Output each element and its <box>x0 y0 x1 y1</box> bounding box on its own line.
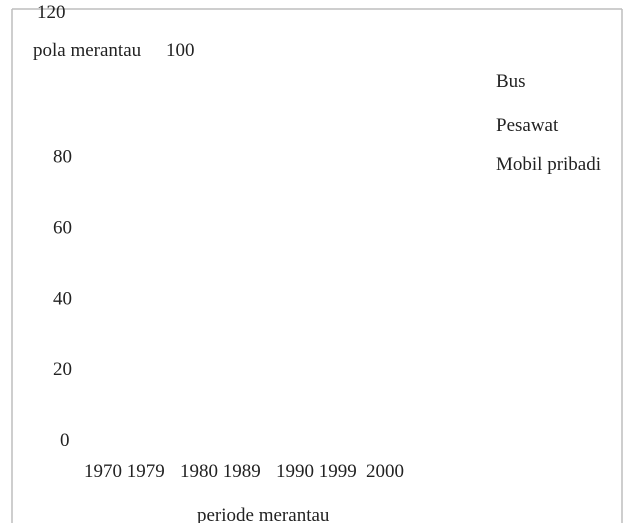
legend-item-pesawat: Pesawat <box>496 115 559 136</box>
x-tick-labels: 1970 1979 1980 1989 1990 1999 2000 <box>84 461 404 482</box>
x-tick-label: 2000 <box>366 461 404 482</box>
x-axis-title: periode merantau <box>197 505 330 523</box>
x-tick-label: 1990 1999 <box>276 461 357 482</box>
y-tick-labels: 0 20 40 60 80 100 120 <box>37 2 195 451</box>
x-tick-label: 1980 1989 <box>180 461 261 482</box>
y-tick-label: 20 <box>53 359 72 380</box>
y-tick-label: 40 <box>53 288 72 309</box>
x-tick-label: 1970 1979 <box>84 461 165 482</box>
legend-item-bus: Bus <box>496 71 526 92</box>
y-tick-label: 120 <box>37 2 66 23</box>
y-tick-label: 60 <box>53 218 72 239</box>
y-tick-label: 100 <box>166 40 195 61</box>
y-axis-title: pola merantau <box>33 40 142 61</box>
y-tick-label: 0 <box>60 430 70 451</box>
y-tick-label: 80 <box>53 147 72 168</box>
legend-item-mobil-pribadi: Mobil pribadi <box>496 154 601 175</box>
legend: Bus Pesawat Mobil pribadi <box>496 71 601 175</box>
